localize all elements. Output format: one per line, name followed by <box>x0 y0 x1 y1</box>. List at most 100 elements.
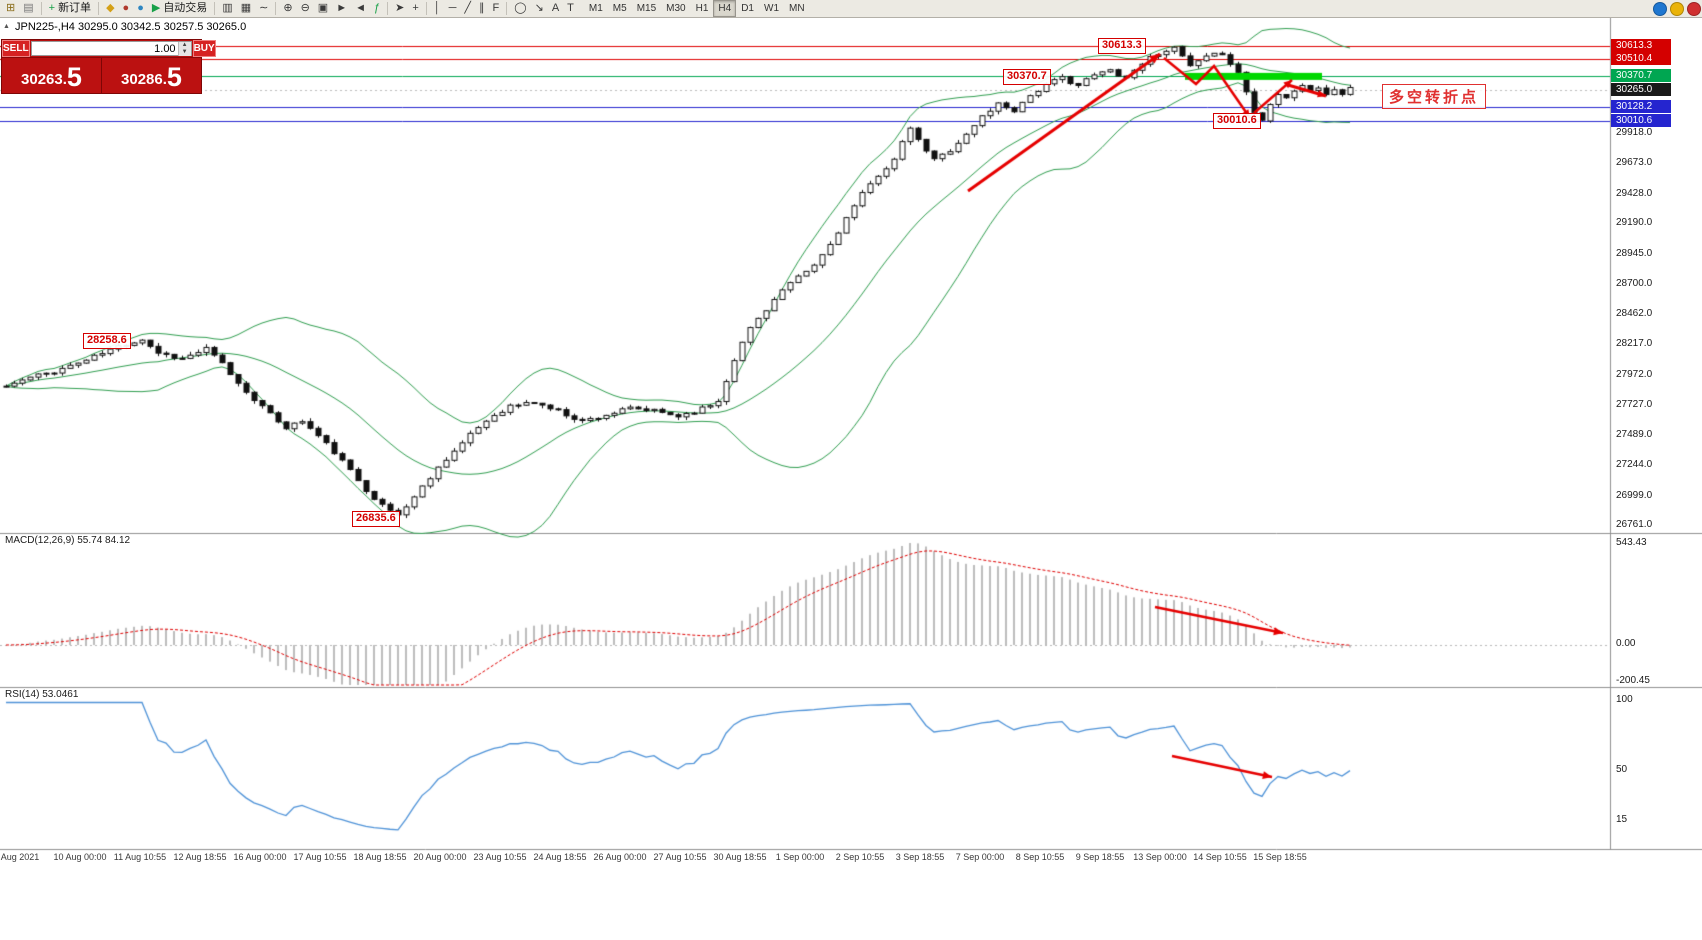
timeframe-w1-button[interactable]: W1 <box>764 3 779 14</box>
new-order-button-label: 新订单 <box>58 2 92 14</box>
arrows-icon-glyph: ↘ <box>534 2 544 14</box>
shapes-icon[interactable]: ◯ <box>510 0 530 17</box>
toolbar-separator <box>40 2 42 15</box>
price-label-annotation[interactable]: 28258.6 <box>83 333 131 349</box>
wizard-icon[interactable]: ◆ <box>102 0 118 17</box>
toolbar-separator <box>275 2 277 15</box>
toolbar-separator <box>214 2 216 15</box>
new-chart-icon-glyph: ⊞ <box>6 2 16 14</box>
sell-price-display[interactable]: 30263. 5 <box>2 58 102 93</box>
indicators-icon-glyph: ƒ <box>373 2 381 14</box>
price-label-annotation[interactable]: 30613.3 <box>1098 38 1146 54</box>
profiles-icon-glyph: ▤ <box>23 2 34 14</box>
price-label-annotation[interactable]: 26835.6 <box>352 511 400 527</box>
fibonacci-icon[interactable]: F <box>489 0 504 17</box>
candlestick-chart-icon-glyph: ▦ <box>240 2 252 14</box>
volume-increase-button[interactable]: ▲ <box>177 42 191 49</box>
buy-button[interactable]: BUY <box>192 40 216 57</box>
trendline-icon[interactable]: ╱ <box>460 0 475 17</box>
zoom-in-icon-glyph: ⊕ <box>283 2 293 14</box>
volume-input[interactable] <box>31 42 178 55</box>
zoom-in-icon[interactable]: ⊕ <box>279 0 296 17</box>
indicators-icon[interactable]: ƒ <box>370 0 384 17</box>
timeframe-toolbar: M1 M5 M15 M30 H1 H4 D1 W1 MN <box>584 0 810 17</box>
help-icon[interactable] <box>1670 1 1684 16</box>
buy-price-main: 30286. <box>121 71 167 88</box>
toolbar-buttons: ⊞ ▤ + 新订单 ◆ ● ● ▶ 自动交易 ▥ ▦ ∼ ⊕ ⊖ ▣ ► ◄ ƒ ➤ + │ ─ ╱ ∥ F ◯ ↘ A T <box>2 0 578 17</box>
autotrading-button[interactable]: ▶ 自动交易 <box>148 0 211 17</box>
bars-chart-icon[interactable]: ▥ <box>218 0 236 17</box>
new-order-button-glyph: + <box>48 2 56 14</box>
sell-price-main: 30263. <box>21 71 67 88</box>
timeframe-m1-button[interactable]: M1 <box>588 3 603 14</box>
toolbar-separator <box>425 2 427 15</box>
auto-scroll-icon[interactable]: ► <box>332 0 351 17</box>
buy-price-big-digit: 5 <box>166 62 182 92</box>
chart-shift-icon-glyph: ◄ <box>355 2 366 14</box>
volume-stepper: ▲ ▼ <box>30 41 192 56</box>
autotrading-button-label: 自动交易 <box>163 2 208 14</box>
horizontal-line-icon-glyph: ─ <box>448 2 457 14</box>
toolbar-separator <box>98 2 100 15</box>
trendline-icon-glyph: ╱ <box>464 2 472 14</box>
timeframe-mn-button[interactable]: MN <box>789 3 805 14</box>
buy-price-display[interactable]: 30286. 5 <box>102 58 201 93</box>
cursor-icon[interactable]: ➤ <box>391 0 408 17</box>
vertical-line-icon-glyph: │ <box>433 2 441 14</box>
channel-icon-glyph: ∥ <box>479 2 485 14</box>
crosshair-icon[interactable]: + <box>408 0 422 17</box>
timeframe-d1-button[interactable]: D1 <box>741 3 754 14</box>
main-toolbar: ⊞ ▤ + 新订单 ◆ ● ● ▶ 自动交易 ▥ ▦ ∼ ⊕ ⊖ ▣ ► ◄ ƒ ➤ + │ ─ ╱ ∥ F ◯ ↘ A T M1 M5 M… <box>0 0 1702 18</box>
toolbar-separator <box>387 2 389 15</box>
text-label-icon-glyph: T <box>567 2 574 14</box>
bars-chart-icon-glyph: ▥ <box>222 2 233 14</box>
horizontal-line-icon[interactable]: ─ <box>445 0 461 17</box>
timeframe-m15-button[interactable]: M15 <box>636 3 657 14</box>
autotrading-button-glyph: ▶ <box>151 2 161 14</box>
zoom-out-icon[interactable]: ⊖ <box>297 0 314 17</box>
line-chart-icon-glyph: ∼ <box>259 2 269 14</box>
timeframe-m30-button[interactable]: M30 <box>666 3 686 14</box>
tile-windows-icon[interactable]: ▣ <box>314 0 332 17</box>
community-icon[interactable] <box>1653 1 1667 16</box>
zoom-out-icon-glyph: ⊖ <box>300 2 310 14</box>
line-chart-icon[interactable]: ∼ <box>255 0 272 17</box>
signals-icon[interactable]: ● <box>133 0 148 17</box>
sell-button[interactable]: SELL <box>2 40 30 57</box>
toolbar-separator <box>506 2 508 15</box>
profiles-icon[interactable]: ▤ <box>19 0 37 17</box>
text-label-icon[interactable]: T <box>563 0 578 17</box>
new-chart-icon[interactable]: ⊞ <box>2 0 19 17</box>
price-label-annotation[interactable]: 30010.6 <box>1213 113 1261 129</box>
timeframe-h4-button[interactable]: H4 <box>713 0 737 17</box>
notification-icon[interactable] <box>1687 1 1701 16</box>
shapes-icon-glyph: ◯ <box>514 2 527 14</box>
timeframe-m5-button[interactable]: M5 <box>612 3 627 14</box>
price-label-annotation[interactable]: 30370.7 <box>1003 69 1051 85</box>
wizard-icon-glyph: ◆ <box>106 2 115 14</box>
chart-shift-icon[interactable]: ◄ <box>351 0 370 17</box>
turning-point-annotation[interactable]: 多空转折点 <box>1382 84 1487 109</box>
timeframe-h1-button[interactable]: H1 <box>695 3 709 14</box>
market-icon[interactable]: ● <box>119 0 134 17</box>
sell-price-big-digit: 5 <box>66 62 82 92</box>
crosshair-icon-glyph: + <box>412 2 419 14</box>
new-order-button[interactable]: + 新订单 <box>45 0 95 17</box>
arrows-icon[interactable]: ↘ <box>531 0 548 17</box>
market-icon-glyph: ● <box>122 2 130 14</box>
volume-spin-buttons: ▲ ▼ <box>177 42 191 56</box>
auto-scroll-icon-glyph: ► <box>336 2 348 14</box>
signals-icon-glyph: ● <box>137 2 144 14</box>
cursor-icon-glyph: ➤ <box>395 2 405 14</box>
candlestick-chart-icon[interactable]: ▦ <box>237 0 255 17</box>
channel-icon[interactable]: ∥ <box>475 0 489 17</box>
vertical-line-icon[interactable]: │ <box>430 0 445 17</box>
fibonacci-icon-glyph: F <box>492 2 500 14</box>
toolbar-right-icons <box>1653 1 1702 16</box>
one-click-trading-panel: SELL ▲ ▼ BUY 30263.5 30286.5 <box>1 39 216 94</box>
one-click-panel-toggle-icon[interactable]: ▲ <box>3 23 10 30</box>
volume-decrease-button[interactable]: ▼ <box>177 49 191 56</box>
text-icon[interactable]: A <box>548 0 563 17</box>
